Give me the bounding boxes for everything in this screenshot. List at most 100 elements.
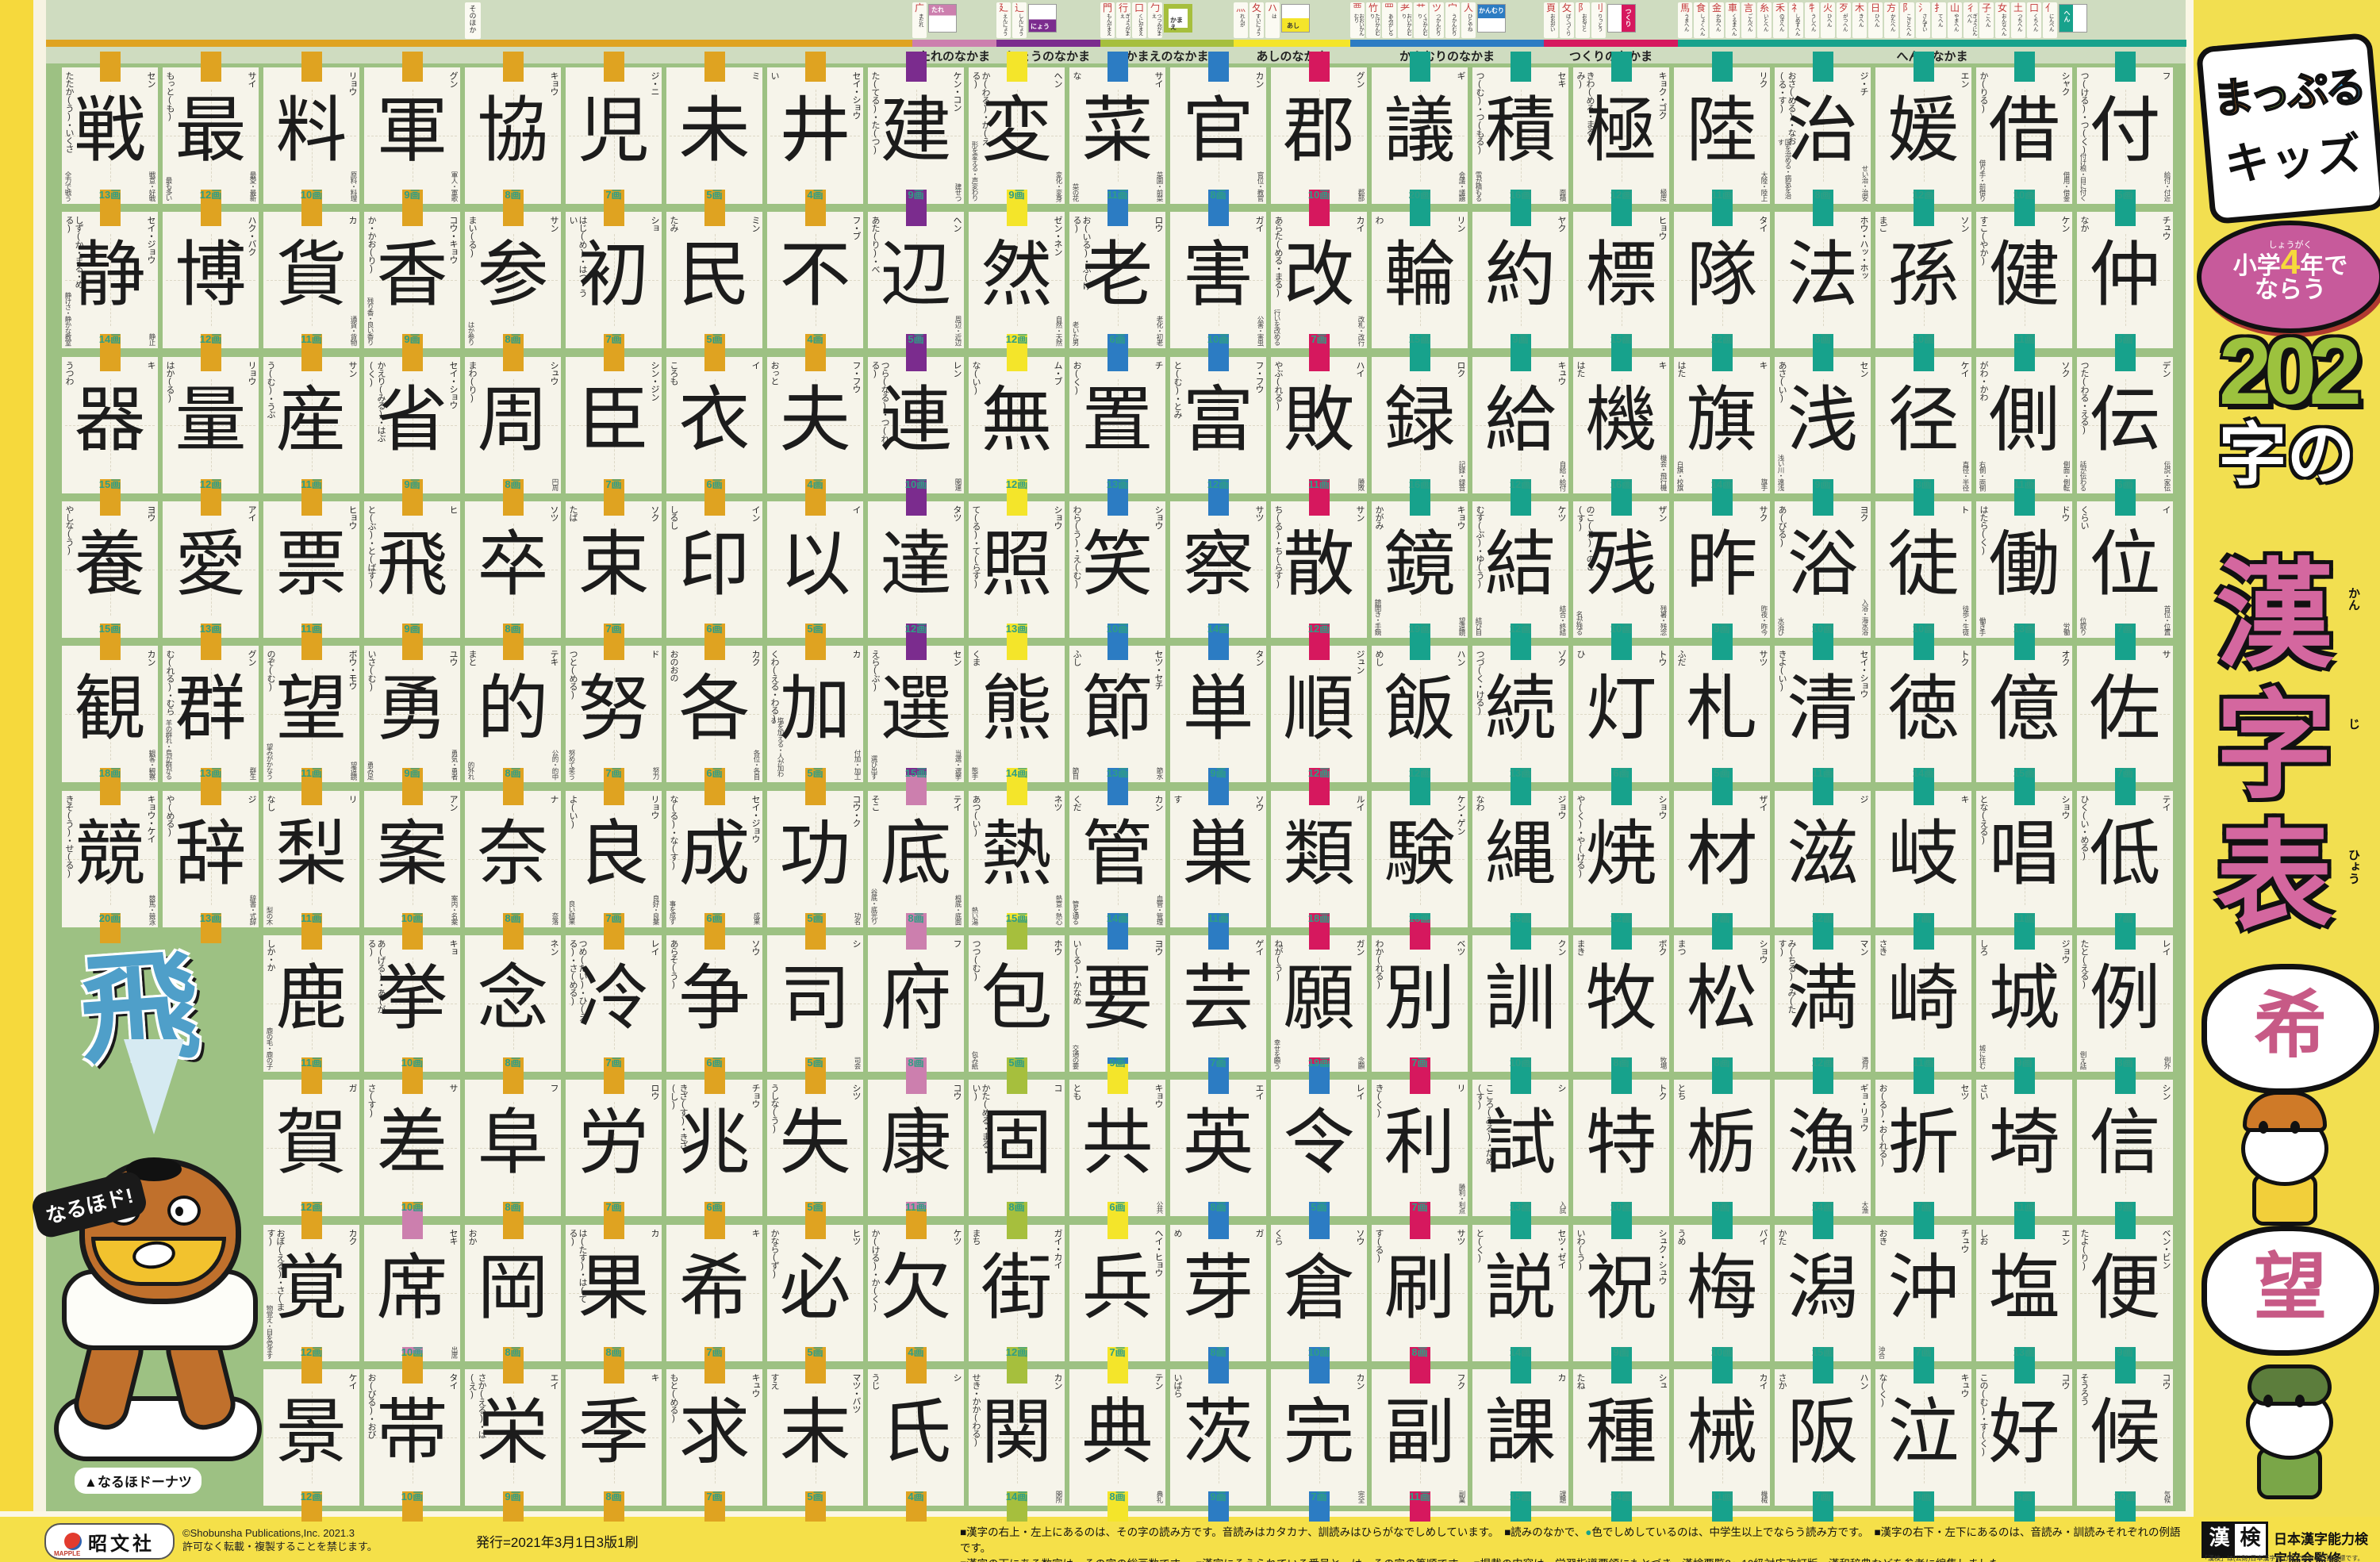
- on-reading: シツ: [851, 1084, 861, 1100]
- stroke-count: 13画: [1106, 767, 1129, 779]
- on-reading: ヨク: [1859, 505, 1868, 521]
- stroke-count: 10画: [1912, 623, 1935, 635]
- radical-color-bar-top: [905, 1353, 927, 1384]
- title-kanji-字: 字じ: [2216, 677, 2360, 815]
- girl-character-1: [2225, 1091, 2344, 1226]
- kun-reading: うしな(う): [770, 1084, 779, 1133]
- kun-reading: しお: [1979, 1229, 1988, 1245]
- stroke-count: 7画: [605, 623, 622, 635]
- stroke-count: 16画: [1610, 478, 1633, 490]
- stroke-count: 7画: [1411, 1201, 1428, 1213]
- stroke-count: 6画: [1109, 1201, 1126, 1213]
- stroke-count: 10画: [1610, 623, 1633, 635]
- kun-reading: きそ(う)・せ(る): [64, 795, 74, 877]
- kun-reading: む(れる)・むら: [165, 650, 175, 715]
- note-line2: ■漢字の下にある数字は、その字の総画数です。 ■漢字にそえられている番号と→は、…: [960, 1556, 2190, 1562]
- kanji-cell-満: み(ちる)・み(たす) マン満満月 12画: [1775, 919, 1871, 1088]
- kanji-glyph: 固: [981, 1101, 1053, 1184]
- kanji-cell-種: たね シュ種 14画: [1573, 1353, 1669, 1522]
- legend-badge-ashi: あし: [1281, 4, 1310, 33]
- on-example: 大陸・陸上: [1760, 171, 1768, 201]
- on-reading: カイ: [1355, 216, 1365, 232]
- kun-example: 雪が積もる: [1475, 171, 1483, 201]
- stroke-count: 12画: [1408, 767, 1431, 779]
- kanji-cell-希: キ希 7画: [666, 1209, 762, 1377]
- kun-reading: とも: [1072, 1084, 1081, 1100]
- stroke-count: 10画: [1811, 623, 1834, 635]
- stroke-count: 6画: [2117, 478, 2133, 490]
- kanji-cell-機: はた キ機機会・飛行機 16画: [1573, 341, 1669, 509]
- radical-color-bar-top: [1308, 52, 1330, 82]
- radical-color-bar-top: [1812, 775, 1833, 805]
- kun-reading: よ(い): [568, 795, 578, 828]
- kanji-cell-佐: サ佐 7画: [2077, 630, 2173, 798]
- stroke-count: 7画: [605, 189, 622, 201]
- kanji-glyph: 材: [1686, 812, 1758, 896]
- legend-badge-kanmuri: かんむり: [1477, 4, 1506, 33]
- stroke-count: 12画: [1307, 767, 1330, 779]
- kun-example: 選び出す: [870, 755, 878, 779]
- on-reading: リ: [1456, 1084, 1465, 1092]
- kanji-cell-陸: リク陸大陸・陸上 11画: [1674, 52, 1770, 220]
- stroke-count: 12画: [1005, 1346, 1028, 1358]
- on-reading: ロウ: [1154, 216, 1163, 232]
- kanji-glyph: 愛: [175, 523, 247, 606]
- kanji-glyph: 争: [678, 957, 750, 1040]
- on-reading: クン: [1557, 939, 1566, 955]
- radical-color-bar-top: [1812, 52, 1833, 82]
- radical-color-bar-top: [2114, 1064, 2136, 1094]
- radical-color-bar-top: [301, 775, 322, 805]
- kanji-glyph: 極: [1585, 89, 1657, 172]
- kun-example: 老いた男: [1072, 321, 1080, 345]
- kanji-glyph: 課: [1484, 1391, 1557, 1474]
- stroke-count: 18画: [1408, 912, 1431, 924]
- kun-reading: た(てる)・た(つ): [870, 71, 880, 154]
- on-reading: ゾク: [1557, 650, 1566, 666]
- kanji-glyph: 参: [477, 233, 549, 317]
- radical-color-bar-bottom: [200, 913, 221, 943]
- kun-reading: うつわ: [64, 361, 74, 385]
- stroke-count: 6画: [706, 1057, 723, 1069]
- stroke-count: 8画: [1210, 1201, 1226, 1213]
- on-reading: フ: [549, 1084, 559, 1092]
- kanji-glyph: 夫: [779, 378, 851, 462]
- stroke-count: 8画: [505, 333, 521, 345]
- kanji-cell-鹿: しか・か鹿鹿の毛・鹿の子 11画: [263, 919, 359, 1088]
- radical-color-bar-top: [1610, 1353, 1632, 1384]
- on-reading: サツ: [1254, 505, 1264, 521]
- radical-color-bar-top: [200, 196, 221, 226]
- kun-reading: て(る)・て(らす): [971, 505, 981, 588]
- on-reading: ジュン: [1355, 650, 1365, 674]
- on-reading: ハン: [1859, 1373, 1868, 1389]
- radical-color-bar-top: [502, 630, 524, 660]
- stroke-count: 6画: [706, 767, 723, 779]
- radical-color-bar-top: [2114, 919, 2136, 950]
- on-reading: トウ: [1657, 650, 1667, 666]
- kanji-cell-熊: くま熊熊手 14画: [969, 630, 1065, 798]
- on-reading: レイ: [2161, 939, 2171, 955]
- kanji-cell-静: しず(か・まる・める) セイ・ジョウ静静けさ・静かな教室 静止 14画: [62, 196, 158, 364]
- kanji-glyph: 熊: [981, 667, 1053, 750]
- kun-reading: とち: [1676, 1084, 1686, 1100]
- on-example: 熱意・熱心: [1055, 894, 1063, 925]
- stroke-count: 8画: [505, 478, 521, 490]
- kanji-cell-覚: おぼ(える)・さ(ます) カク覚物覚え・目を覚ます 12画: [263, 1209, 359, 1377]
- kun-reading: ひく(い・める): [2079, 795, 2089, 860]
- radical-color-bar-bottom: [1812, 1491, 1833, 1522]
- stroke-count: 5画: [706, 189, 723, 201]
- radical-color-bar-top: [905, 485, 927, 516]
- on-reading: オク: [2060, 650, 2070, 666]
- radical-color-bar-top: [502, 1209, 524, 1239]
- radical-color-bar-top: [1711, 196, 1733, 226]
- radical-color-bar-top: [804, 196, 826, 226]
- on-reading: カン: [1254, 71, 1264, 87]
- kanji-glyph: 孫: [1887, 233, 1960, 317]
- kanji-cell-選: えら(ぶ) セン選選び出す 当選・選挙 15画: [868, 630, 964, 798]
- stroke-count: 11画: [1812, 767, 1833, 779]
- kanji-cell-敗: やぶ(れる) ハイ敗勝敗 11画: [1271, 341, 1367, 509]
- stroke-count: 12画: [300, 1201, 323, 1213]
- kun-reading: がわ・かわ: [1979, 361, 1988, 401]
- on-reading: ミン: [750, 216, 760, 232]
- kanji-glyph: 岡: [477, 1246, 549, 1330]
- on-reading: セツ・セチ: [1154, 650, 1163, 689]
